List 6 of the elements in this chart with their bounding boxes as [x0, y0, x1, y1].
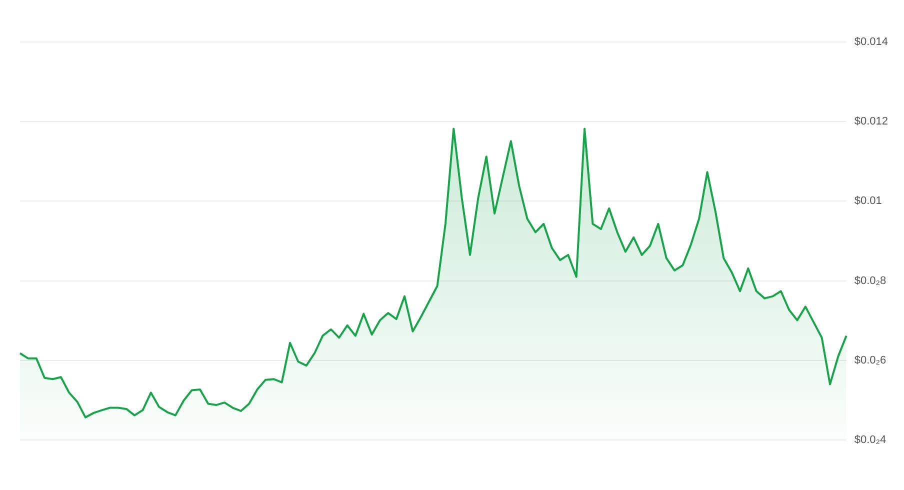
y-tick-label: $0.012 — [854, 116, 888, 128]
y-tick-label: $0.0₂6 — [854, 354, 886, 366]
y-tick-label: $0.01 — [854, 195, 882, 208]
y-tick-label: $0.0₂8 — [854, 274, 886, 287]
y-tick-label: $0.0₂4 — [854, 434, 886, 446]
y-tick-label: $0.014 — [854, 36, 888, 48]
